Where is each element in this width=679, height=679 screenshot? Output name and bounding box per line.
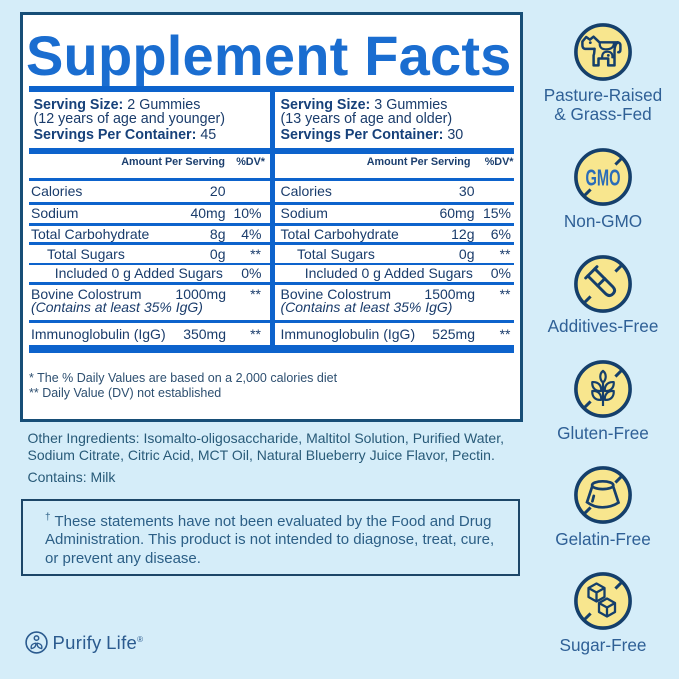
svg-text:GMO: GMO [585,164,620,190]
